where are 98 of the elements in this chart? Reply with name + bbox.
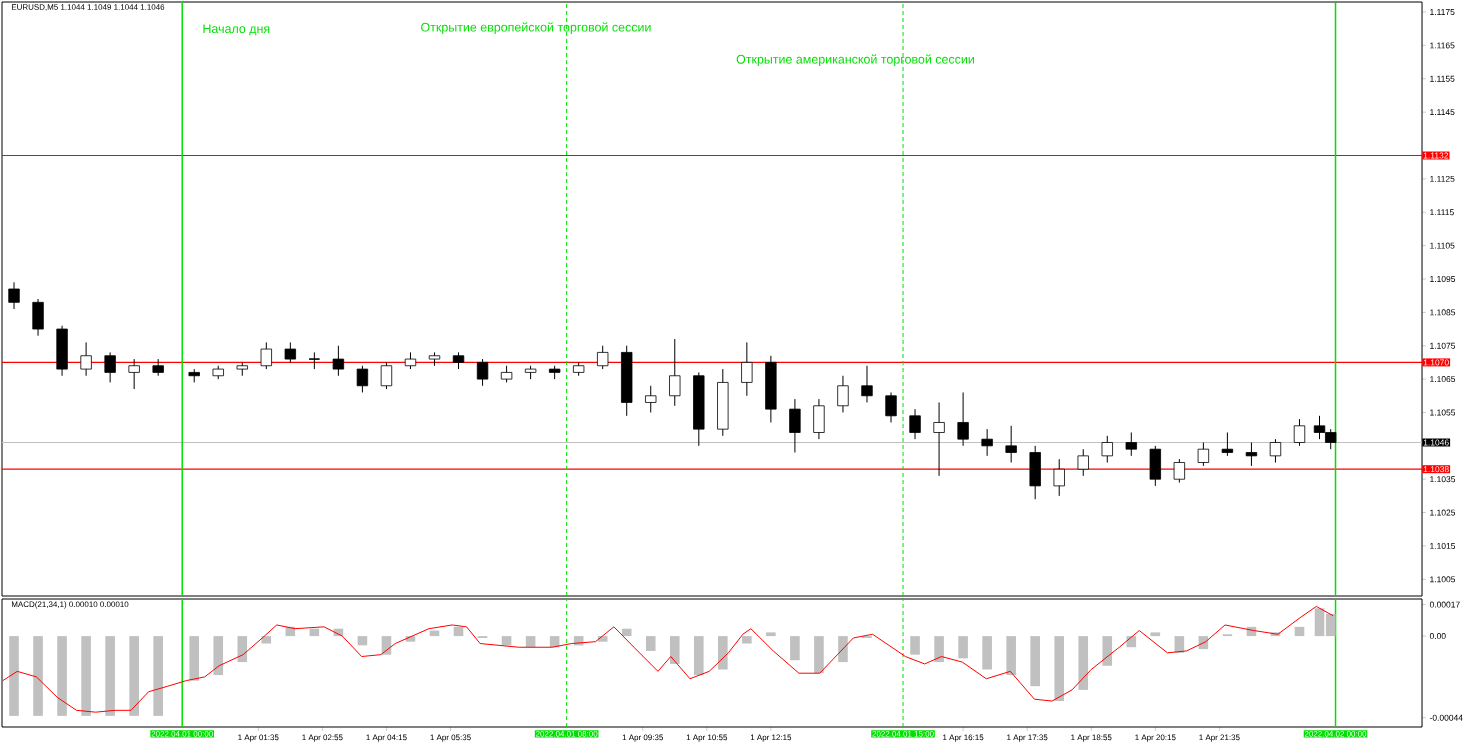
ref-line-label: 1.1070 — [1423, 359, 1449, 366]
candlestick — [260, 341, 272, 370]
bar — [790, 636, 800, 661]
y-tick-label: 1.1165 — [1430, 42, 1455, 49]
candlestick — [356, 365, 369, 393]
ref-line-label: 1.1046 — [1423, 439, 1449, 446]
bar — [838, 636, 848, 663]
candlestick — [741, 341, 753, 397]
y-tick-label: 1.1095 — [1430, 275, 1456, 282]
bar — [213, 636, 224, 676]
bar — [1126, 636, 1137, 648]
candlestick — [1221, 431, 1234, 457]
bar — [1006, 636, 1016, 676]
candlestick — [1077, 448, 1089, 477]
y-tick-label: 1.1115 — [1430, 209, 1454, 216]
bar — [129, 636, 139, 716]
candlestick — [1293, 418, 1306, 447]
candlestick — [981, 428, 993, 457]
candlestick — [284, 341, 297, 363]
y-tick-label: 1.1125 — [1430, 175, 1455, 182]
annotation: Начало дня — [203, 24, 270, 36]
bar — [1102, 636, 1113, 666]
y-tick-label: 1.1085 — [1430, 309, 1456, 316]
bar — [453, 626, 464, 637]
candlestick — [1245, 442, 1258, 467]
bar — [1030, 636, 1040, 687]
candlestick — [957, 391, 969, 447]
y-tick-label: 1.1055 — [1430, 409, 1456, 416]
bar — [958, 636, 968, 659]
candlestick — [861, 365, 873, 403]
candlestick — [332, 345, 345, 377]
y-tick-label: 1.1155 — [1430, 75, 1455, 82]
bar — [105, 636, 115, 716]
y-tick-label: 1.1035 — [1430, 476, 1456, 483]
y-tick-label: 0.00 — [1429, 633, 1446, 640]
bar — [501, 636, 512, 646]
candlestick — [380, 361, 393, 390]
candlestick — [885, 391, 897, 423]
bar — [153, 636, 163, 716]
candlestick — [128, 358, 140, 390]
candlestick — [789, 398, 801, 454]
bar — [645, 636, 656, 651]
bar — [1294, 626, 1305, 637]
candlestick — [1101, 435, 1113, 464]
candlestick — [933, 401, 945, 477]
candlestick — [1269, 438, 1282, 464]
candlestick — [1125, 431, 1137, 457]
candlestick — [476, 358, 489, 387]
y-tick-label: 1.1015 — [1430, 542, 1456, 549]
bar — [693, 636, 704, 676]
bar — [669, 636, 680, 664]
bar — [910, 636, 920, 655]
bar — [261, 636, 272, 644]
candlestick — [8, 281, 20, 310]
bar — [81, 636, 91, 716]
bar — [766, 632, 776, 637]
bar — [934, 636, 944, 663]
bar — [237, 636, 248, 663]
candlestick — [597, 345, 609, 370]
ref-line-label: 1.1132 — [1423, 152, 1449, 159]
bar — [1078, 636, 1089, 690]
candlestick — [645, 385, 657, 413]
y-tick-label: 1.1175 — [1430, 9, 1455, 15]
bar — [33, 636, 43, 716]
y-tick-label: 1.1065 — [1430, 376, 1456, 383]
bar — [9, 636, 19, 716]
y-tick-label: 1.1075 — [1430, 342, 1456, 349]
bar — [982, 636, 992, 670]
bar — [718, 636, 728, 670]
candlestick — [1053, 458, 1065, 497]
bar — [357, 636, 368, 646]
annotation: Открытие европейской торговой сессии — [421, 22, 651, 35]
y-tick-label: 1.1105 — [1430, 242, 1455, 249]
bar — [1325, 613, 1336, 637]
candlestick — [80, 341, 92, 377]
y-tick-label: -0.00044 — [1429, 714, 1463, 721]
bar — [1314, 608, 1325, 637]
candlestick — [909, 408, 921, 440]
candlestick — [669, 338, 681, 407]
bar — [742, 636, 752, 644]
bar — [1054, 636, 1065, 702]
candlestick — [1173, 458, 1186, 484]
candlestick — [837, 375, 849, 413]
y-tick-label: 1.1145 — [1430, 109, 1455, 116]
candlestick — [104, 351, 116, 383]
annotation: Открытие американской торговой сессии — [736, 54, 974, 67]
y-tick-label: 0.00017 — [1429, 601, 1460, 608]
bar — [189, 636, 200, 681]
bar — [1150, 632, 1161, 637]
candlestick — [1197, 442, 1210, 467]
y-tick-label: 1.1005 — [1430, 576, 1456, 583]
bar — [621, 628, 632, 637]
y-tick-label: 1.1025 — [1430, 509, 1456, 516]
bar — [814, 636, 824, 674]
candlestick — [1005, 425, 1017, 464]
bar — [57, 636, 67, 716]
bar — [525, 636, 536, 648]
ref-line-label: 1.1038 — [1423, 466, 1449, 473]
